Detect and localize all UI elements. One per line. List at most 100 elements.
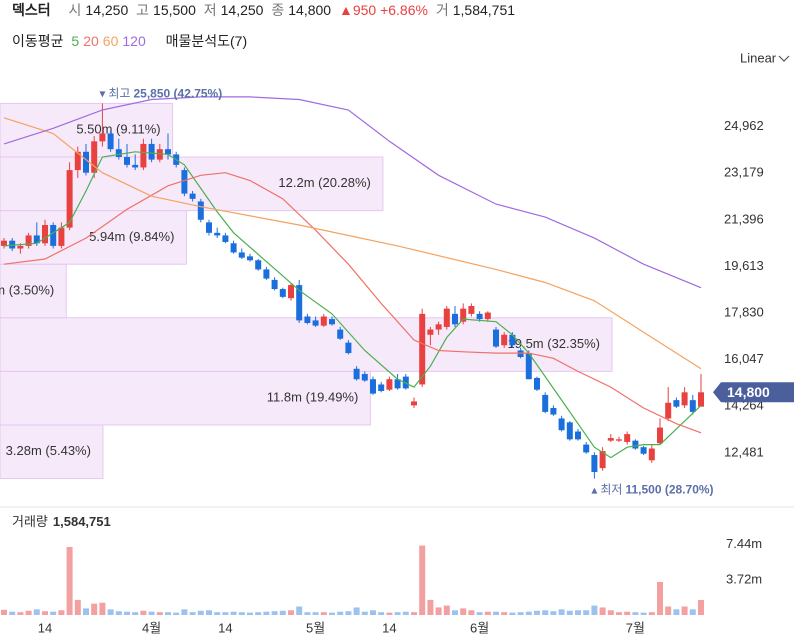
candle-body — [42, 224, 48, 244]
candle-body — [99, 133, 106, 142]
ma-line — [3, 96, 702, 289]
y-tick-label: 21,396 — [724, 211, 764, 226]
candle-body — [25, 235, 32, 246]
volume-bar — [509, 612, 516, 615]
volume-bar — [542, 610, 549, 615]
dropdown-icon[interactable] — [778, 55, 790, 62]
volume-bar — [657, 581, 663, 615]
y-tick-label: 3.72m — [726, 571, 762, 586]
candle-body — [419, 313, 426, 385]
volume-bar — [279, 610, 286, 615]
candle-body — [517, 350, 524, 358]
profile-label: 5.50m (9.11%) — [76, 122, 160, 137]
volume-bar — [648, 612, 655, 615]
volume-bar — [140, 610, 147, 615]
candle-body — [460, 308, 467, 322]
candle-body — [279, 289, 286, 297]
ma-label: 이동평균 — [12, 33, 64, 49]
annotation-text: 11,500 (28.70%) — [625, 483, 713, 497]
candle-body — [484, 312, 491, 320]
volume-bar — [616, 612, 622, 615]
legend-entry: 60 — [102, 33, 119, 49]
candle-body — [689, 400, 696, 412]
volume-bar — [640, 612, 647, 615]
candle-body — [681, 392, 688, 406]
annotation: 최저 11,500 (28.70%) — [600, 483, 713, 497]
volume-bar — [583, 610, 590, 615]
candle-body — [665, 402, 672, 419]
candle-body — [534, 377, 540, 390]
volume-bar — [296, 606, 303, 615]
candle-body — [575, 431, 581, 440]
y-tick-label: 7.44m — [726, 536, 762, 551]
profile-label: 매물분석도(7) — [165, 33, 248, 49]
candle-body — [591, 455, 598, 473]
volume-bar — [501, 612, 508, 615]
candle-body — [698, 392, 704, 407]
candle-body — [255, 260, 262, 270]
candle-body — [230, 243, 237, 253]
volume-bar — [575, 610, 581, 615]
candle-body — [493, 329, 499, 347]
volume-bar — [517, 612, 524, 615]
annotation-label: 최고 — [108, 87, 130, 101]
candle-body — [33, 235, 40, 244]
volume-bar — [558, 609, 565, 615]
label: 저 — [203, 2, 217, 18]
annotation-label: 최저 — [600, 483, 622, 497]
volume-bar — [312, 612, 319, 615]
volume-bar — [124, 611, 130, 615]
volume-bar — [206, 610, 212, 615]
x-tick-label: 14 — [382, 620, 396, 635]
volume-bar — [632, 612, 639, 615]
volume-bar — [148, 611, 155, 615]
y-tick-label: 16,047 — [724, 351, 764, 366]
ma-line — [3, 172, 702, 434]
candle-body — [509, 334, 516, 346]
candle-body — [583, 444, 590, 453]
candle-body — [427, 329, 434, 335]
volume-bar — [484, 611, 491, 615]
annotation-text: 25,850 (42.75%) — [133, 87, 222, 101]
volume-bar — [427, 599, 434, 615]
candle-body — [17, 245, 24, 249]
volume-bar — [1, 609, 7, 615]
volume-bar — [17, 612, 24, 615]
annotation-marker — [591, 487, 598, 494]
indicators: 이동평균 5 20 60 120 매물분석도(7) — [12, 31, 251, 51]
volume-bar — [525, 611, 532, 615]
volume-bar — [320, 612, 327, 615]
volume-bar — [419, 545, 426, 615]
volume-bar — [25, 610, 32, 615]
y-tick-label: 17,830 — [724, 305, 764, 320]
volume-bar — [247, 612, 253, 615]
candle-body — [296, 285, 303, 321]
volume-bar — [214, 612, 221, 615]
candle-body — [640, 447, 647, 454]
candle-body — [222, 235, 229, 242]
x-tick-label: 7월 — [626, 620, 645, 635]
scale-mode[interactable]: Linear — [740, 50, 777, 65]
volume-bar — [345, 611, 352, 615]
candle-body — [271, 279, 278, 290]
volume-bar — [378, 612, 385, 615]
label: 시 — [68, 2, 82, 18]
volume-bar — [74, 599, 81, 615]
volume-bar — [50, 611, 57, 615]
candle-body — [525, 353, 532, 380]
volume-bar — [689, 609, 696, 615]
price-tag — [713, 382, 794, 403]
volume-bar — [165, 612, 171, 615]
candle-body — [353, 368, 360, 380]
candle-body — [337, 329, 344, 339]
candle-body — [58, 227, 65, 246]
candle-body — [370, 379, 376, 394]
annotation-marker — [99, 91, 106, 98]
volume-bar — [304, 612, 311, 615]
volume-bar — [599, 607, 606, 615]
candle-body — [107, 133, 114, 150]
candle-body — [197, 201, 204, 220]
candle-body — [476, 313, 483, 320]
profile-bar — [0, 424, 104, 480]
y-tick-label: 19,613 — [724, 258, 764, 273]
